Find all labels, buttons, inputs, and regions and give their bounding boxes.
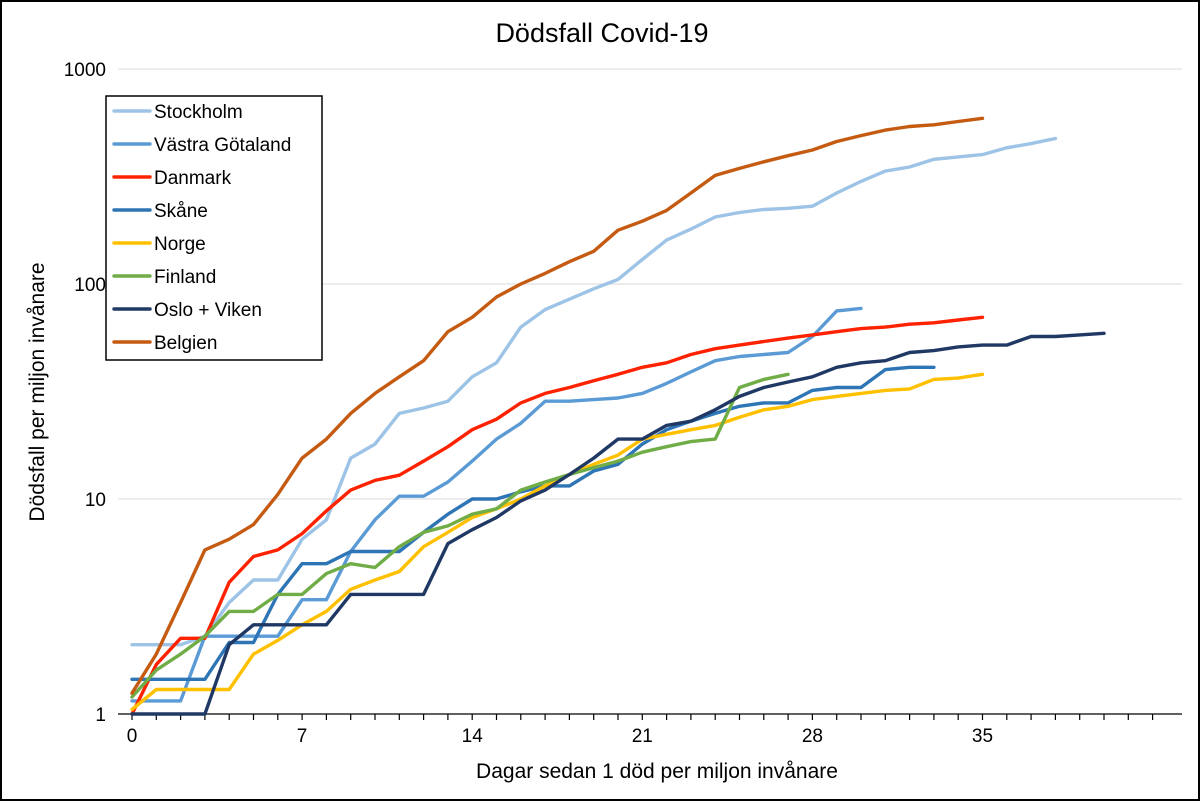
x-tick-label: 21 (632, 726, 653, 747)
legend-label: Norge (154, 234, 206, 255)
legend-box (105, 95, 323, 361)
series-line-stockholm (130, 136, 1058, 647)
y-tick-label: 100 (74, 275, 106, 296)
legend-label: Danmark (154, 168, 232, 189)
series-line-skåne (130, 365, 936, 681)
x-tick-label: 28 (802, 726, 823, 747)
x-tick-label: 14 (462, 726, 484, 747)
y-axis-title: Dödsfall per miljon invånare (26, 262, 49, 521)
x-tick-label: 35 (972, 726, 993, 747)
y-tick-label: 1 (95, 705, 106, 726)
x-tick-label: 7 (297, 726, 308, 747)
series-line-oslo-viken (130, 331, 1106, 716)
legend-label: Västra Götaland (154, 135, 291, 156)
series-line-västra-götaland (130, 306, 863, 703)
series-lines (130, 116, 1106, 716)
legend-label: Oslo + Viken (154, 300, 262, 321)
y-tick-label: 10 (85, 490, 106, 511)
x-axis-title: Dagar sedan 1 död per miljon invånare (476, 760, 838, 783)
chart-title: Dödsfall Covid-19 (495, 18, 708, 48)
legend-label: Skåne (154, 201, 208, 222)
legend-label: Belgien (154, 333, 217, 354)
legend-label: Stockholm (154, 102, 243, 123)
series-line-finland (130, 372, 790, 699)
legend: Stockholm Västra Götaland Danmark Skåne Norg… (105, 95, 323, 361)
legend-label: Finland (154, 267, 216, 288)
series-line-norge (130, 372, 985, 712)
series-line-danmark (130, 315, 985, 716)
series-line-belgien (130, 116, 985, 695)
y-tick-label: 1000 (64, 60, 106, 81)
x-tick-label: 0 (127, 726, 138, 747)
